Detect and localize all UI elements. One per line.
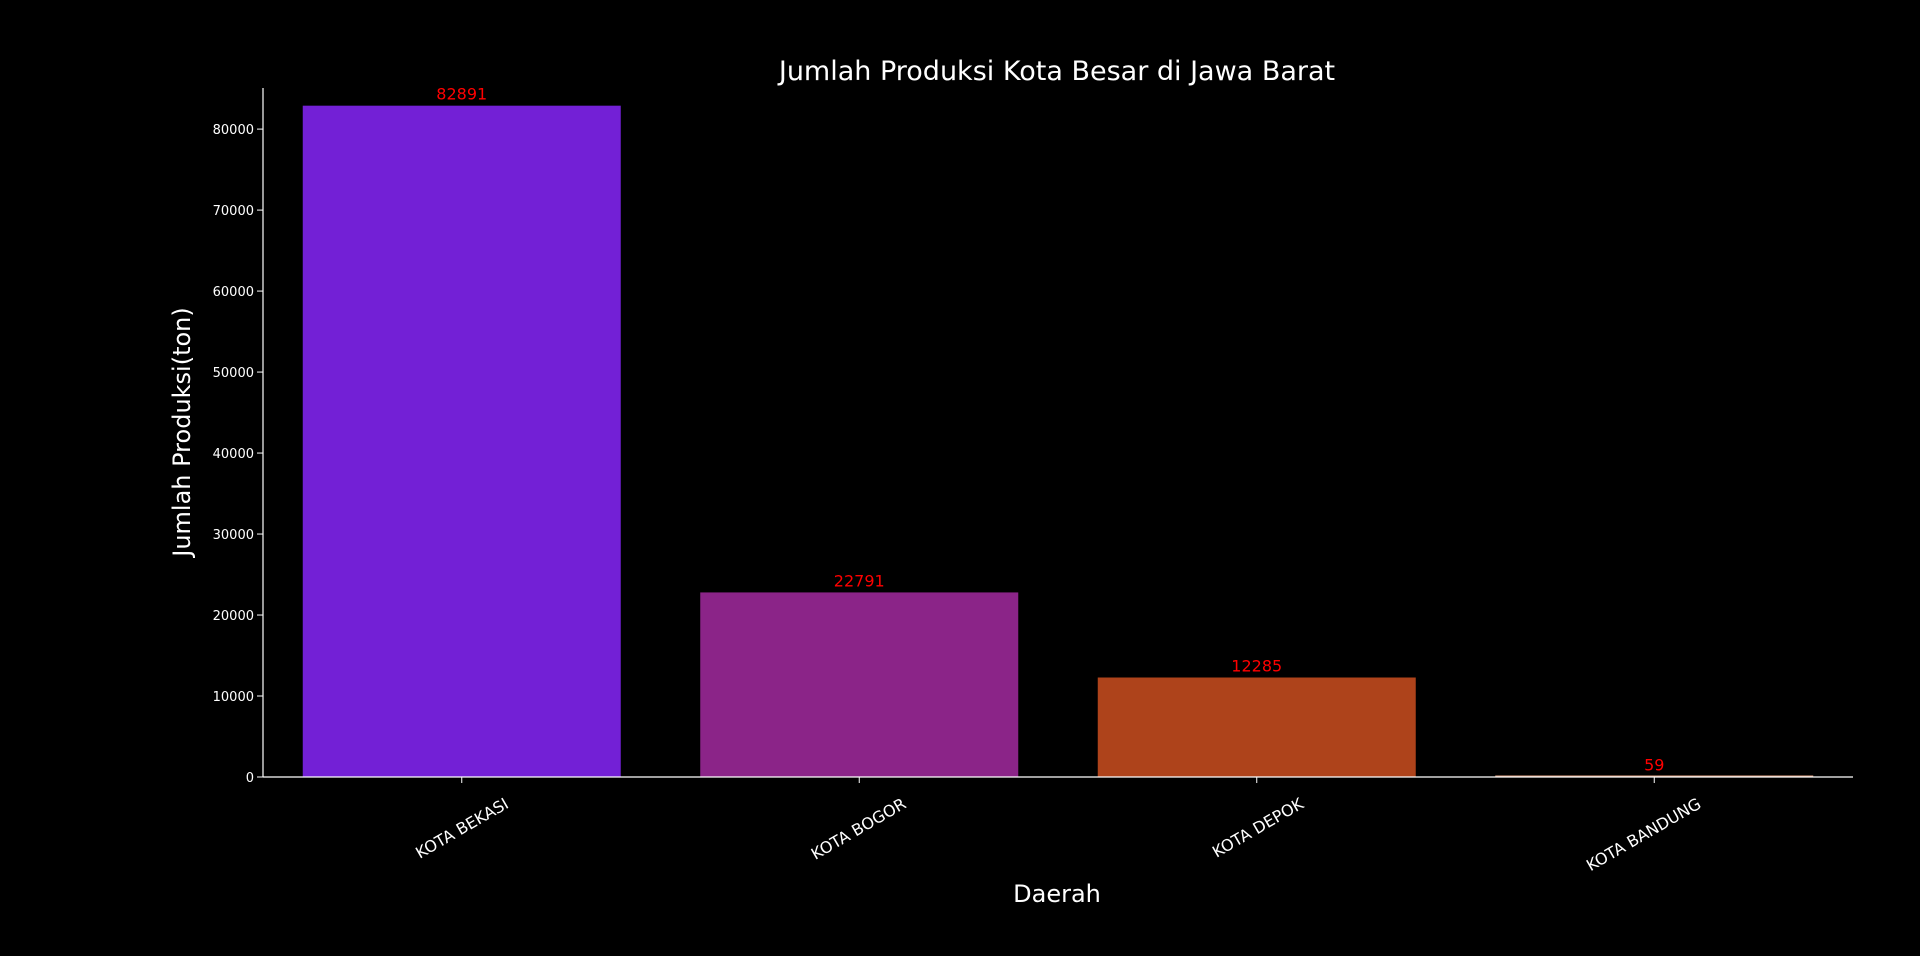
- data-label: 82891: [436, 85, 487, 104]
- bar-kota-depok: [1097, 677, 1416, 777]
- y-tick-label: 40000: [213, 447, 254, 462]
- y-axis-label: Jumlah Produksi(ton): [168, 307, 196, 559]
- y-tick-label: 20000: [213, 609, 254, 624]
- data-labels-group: 82891 22791 12285 59: [436, 85, 1664, 775]
- y-tick-label: 70000: [213, 204, 254, 219]
- y-axis-ticks: 0 10000 20000 30000 40000 50000 60000 70000 8000…: [213, 123, 263, 786]
- chart-title: Jumlah Produksi Kota Besar di Jawa Barat: [777, 56, 1335, 87]
- y-tick-label: 0: [246, 771, 254, 786]
- bar-kota-bekasi: [302, 105, 621, 777]
- data-label: 12285: [1231, 657, 1282, 676]
- y-tick-label: 50000: [213, 366, 254, 381]
- x-tick-label: KOTA DEPOK: [1209, 794, 1307, 862]
- data-label: 22791: [834, 571, 885, 590]
- y-tick-label: 10000: [213, 690, 254, 705]
- x-tick-label: KOTA BOGOR: [808, 794, 909, 864]
- y-tick-label: 30000: [213, 528, 254, 543]
- bar-kota-bogor: [700, 592, 1019, 777]
- data-label: 59: [1644, 756, 1664, 775]
- x-axis-label: Daerah: [1013, 880, 1101, 908]
- x-tick-label: KOTA BEKASI: [412, 794, 511, 862]
- y-tick-label: 80000: [213, 123, 254, 138]
- x-axis-ticks: KOTA BEKASI KOTA BOGOR KOTA DEPOK KOTA BAND…: [412, 777, 1704, 875]
- y-tick-label: 60000: [213, 285, 254, 300]
- x-tick-label: KOTA BANDUNG: [1583, 794, 1704, 875]
- bar-kota-bandung: [1495, 775, 1814, 777]
- bars-group: [302, 105, 1814, 777]
